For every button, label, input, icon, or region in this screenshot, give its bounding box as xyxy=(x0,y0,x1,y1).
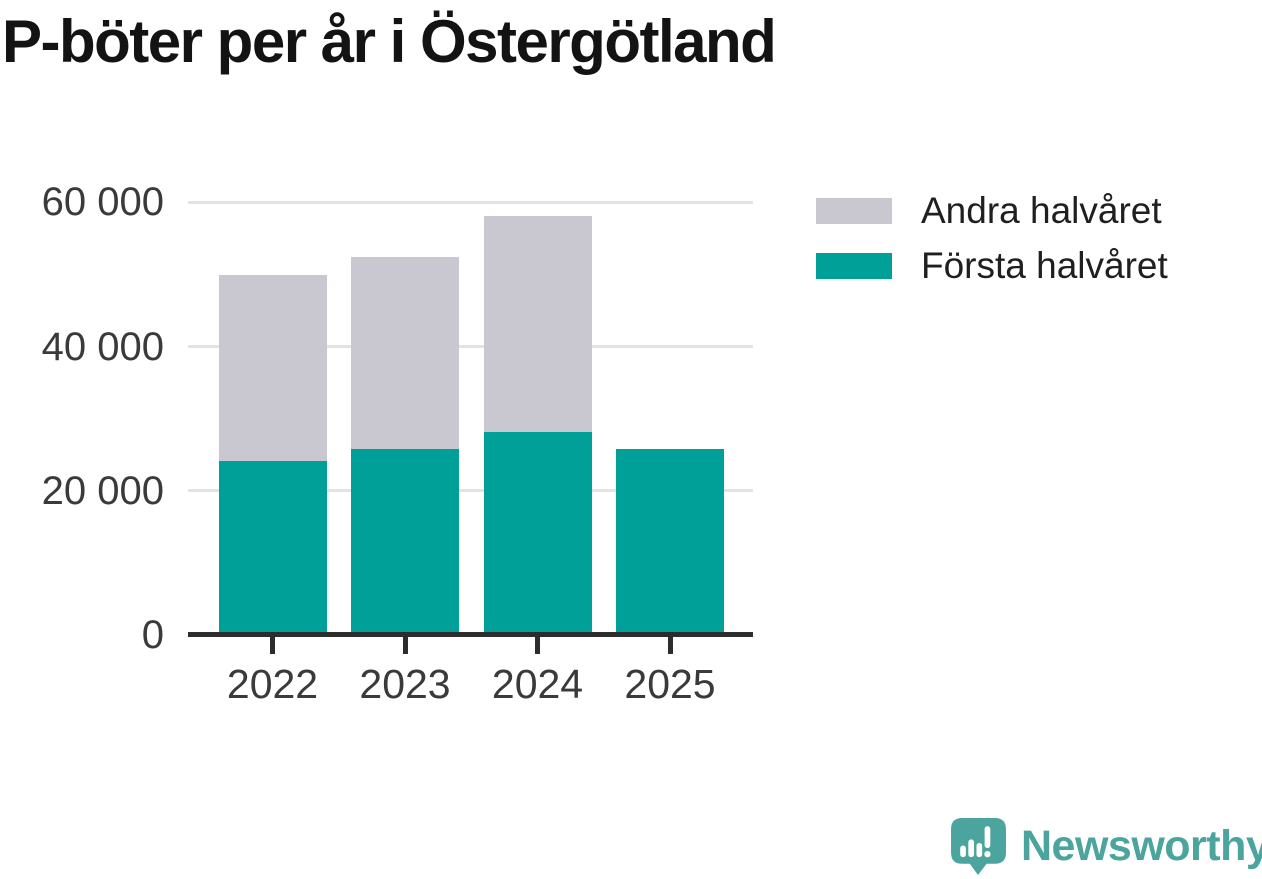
x-tick-2025 xyxy=(667,637,673,654)
newsworthy-logo: Newsworthy xyxy=(950,816,1262,876)
bar-2023-forsta-halvaret xyxy=(351,448,459,635)
legend-swatch-andra-halvaret xyxy=(816,198,892,224)
y-tick-label-0: 0 xyxy=(141,613,164,657)
bar-2023-andra-halvaret xyxy=(351,257,459,449)
y-tick-label-20000: 20 000 xyxy=(41,468,164,513)
y-tick-label-60000: 60 000 xyxy=(41,180,164,225)
x-tick-2023 xyxy=(402,637,408,654)
gridline-20000 xyxy=(188,489,753,493)
gridline-60000 xyxy=(188,200,753,204)
x-tick-label-2025: 2025 xyxy=(624,661,716,707)
legend-item-andra-halvaret: Andra halvåret xyxy=(816,190,1162,231)
x-tick-label-2023: 2023 xyxy=(359,661,451,707)
x-axis-line xyxy=(188,632,753,637)
bar-2022-forsta-halvaret xyxy=(218,461,327,635)
x-tick-label-2024: 2024 xyxy=(491,661,584,707)
legend-item-forsta-halvaret: Första halvåret xyxy=(816,245,1168,286)
legend-swatch-forsta-halvaret xyxy=(816,253,892,279)
newsworthy-chart-bubble-icon xyxy=(951,817,1006,875)
x-tick-2022 xyxy=(270,637,275,654)
bar-2024-andra-halvaret xyxy=(483,216,592,432)
gridline-40000 xyxy=(188,345,753,349)
bar-2022-andra-halvaret xyxy=(218,274,327,462)
legend-label-andra-halvaret: Andra halvåret xyxy=(921,190,1162,231)
legend-label-forsta-halvaret: Första halvåret xyxy=(921,245,1168,286)
bar-2025-forsta-halvaret xyxy=(616,448,724,635)
bar-2024-forsta-halvaret xyxy=(483,431,592,635)
newsworthy-logo-text: Newsworthy xyxy=(1021,822,1262,870)
y-tick-label-40000: 40 000 xyxy=(41,324,164,369)
x-tick-label-2022: 2022 xyxy=(226,661,319,707)
chart-title: P-böter per år i Östergötland xyxy=(2,8,777,75)
x-tick-2024 xyxy=(535,637,540,654)
